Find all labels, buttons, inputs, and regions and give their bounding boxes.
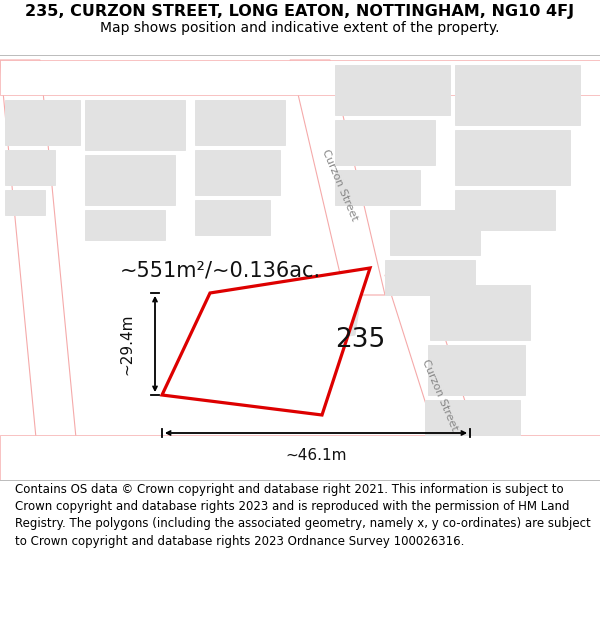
Polygon shape [303, 271, 365, 344]
Polygon shape [335, 170, 420, 205]
Text: ~29.4m: ~29.4m [119, 313, 134, 375]
Polygon shape [195, 200, 270, 235]
Text: 235, CURZON STREET, LONG EATON, NOTTINGHAM, NG10 4FJ: 235, CURZON STREET, LONG EATON, NOTTINGH… [25, 4, 575, 19]
Text: Curzon Street: Curzon Street [421, 357, 460, 432]
Polygon shape [5, 150, 55, 185]
Polygon shape [455, 65, 580, 125]
Polygon shape [195, 150, 280, 195]
Polygon shape [5, 190, 45, 215]
Polygon shape [385, 260, 475, 295]
Text: Contains OS data © Crown copyright and database right 2021. This information is : Contains OS data © Crown copyright and d… [15, 482, 591, 548]
Polygon shape [205, 283, 305, 353]
Polygon shape [390, 210, 480, 255]
Polygon shape [0, 60, 80, 480]
Polygon shape [335, 65, 450, 115]
Polygon shape [455, 190, 555, 230]
Text: ~46.1m: ~46.1m [285, 448, 347, 462]
Polygon shape [455, 130, 570, 185]
Text: 235: 235 [335, 327, 385, 353]
Text: Map shows position and indicative extent of the property.: Map shows position and indicative extent… [100, 21, 500, 35]
Polygon shape [385, 275, 490, 480]
Polygon shape [430, 285, 530, 340]
Polygon shape [85, 210, 165, 240]
Text: ~551m²/~0.136ac.: ~551m²/~0.136ac. [119, 260, 320, 280]
Polygon shape [195, 100, 285, 145]
Polygon shape [335, 120, 435, 165]
Polygon shape [0, 435, 600, 480]
Polygon shape [85, 155, 175, 205]
Polygon shape [162, 268, 370, 415]
Polygon shape [428, 345, 525, 395]
Polygon shape [85, 100, 185, 150]
Polygon shape [0, 60, 600, 95]
Polygon shape [425, 400, 520, 435]
Polygon shape [5, 100, 80, 145]
Text: Curzon Street: Curzon Street [320, 148, 359, 222]
Polygon shape [290, 60, 385, 295]
